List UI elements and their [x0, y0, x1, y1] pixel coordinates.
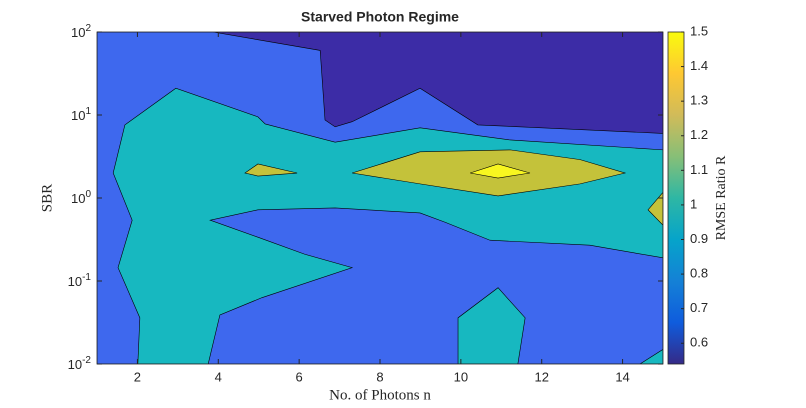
colorbar-tick-label: 1.3 [690, 93, 708, 108]
x-tick-label: 2 [134, 369, 141, 384]
x-tick-label: 4 [215, 369, 222, 384]
contour-region [470, 163, 531, 179]
colorbar-tick-label: 0.9 [690, 231, 708, 246]
contour-region [212, 32, 663, 134]
x-tick-label: 6 [296, 369, 303, 384]
contour-region [457, 287, 526, 364]
contour-region [639, 349, 663, 364]
x-tick-label: 12 [534, 369, 548, 384]
colorbar-label: RMSE Ratio R [714, 155, 729, 240]
x-tick-label: 10 [454, 369, 468, 384]
colorbar [667, 31, 685, 365]
colorbar-tick-label: 0.6 [690, 335, 708, 350]
colorbar-tick-label: 0.8 [690, 266, 708, 281]
y-tick-label: 101 [71, 106, 91, 124]
plot-area [97, 32, 663, 364]
colorbar-tick-label: 1.4 [690, 58, 708, 73]
colorbar-tick-label: 1.2 [690, 127, 708, 142]
y-tick-label: 102 [71, 23, 91, 41]
colorbar-tick-label: 1.5 [690, 23, 708, 38]
contour-region [647, 191, 663, 226]
x-axis-label: No. of Photons n [329, 387, 431, 403]
colorbar-tick-label: 0.7 [690, 300, 708, 315]
chart-title: Starved Photon Regime [301, 9, 459, 25]
colorbar-tick-label: 1.1 [690, 162, 708, 177]
contour-region [244, 163, 298, 177]
y-tick-label: 10-1 [68, 272, 92, 290]
colorbar-tick-label: 1 [690, 196, 697, 211]
y-tick-label: 10-2 [68, 355, 92, 373]
x-tick-label: 14 [615, 369, 629, 384]
y-axis-label: SBR [39, 184, 55, 212]
x-tick-label: 8 [376, 369, 383, 384]
y-tick-label: 100 [71, 189, 91, 207]
